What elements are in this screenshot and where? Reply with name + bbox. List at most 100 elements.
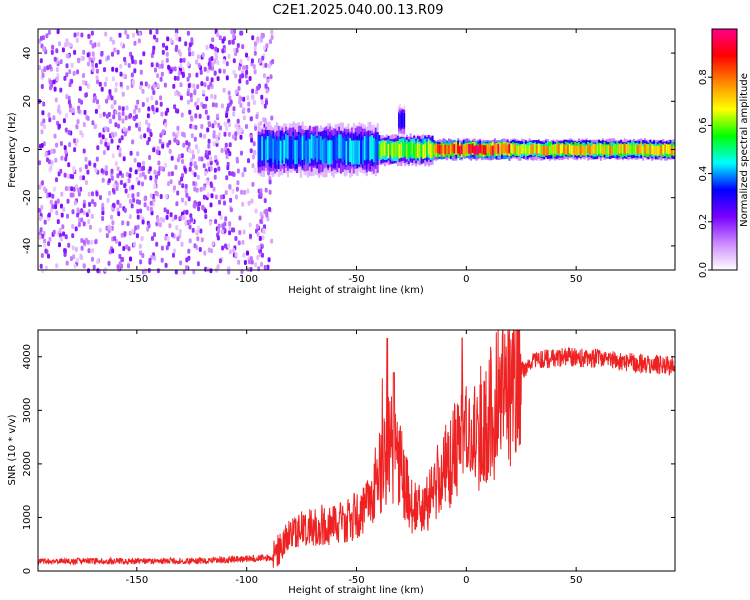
heatmap-cell (181, 214, 185, 220)
heatmap-cell (71, 233, 75, 239)
heatmap-cell (87, 61, 90, 67)
heatmap-cell (253, 150, 257, 156)
heatmap-cell (82, 122, 86, 128)
heatmap-cell (176, 125, 180, 131)
heatmap-cell (124, 29, 128, 35)
heatmap-cell (149, 200, 153, 206)
heatmap-cell (218, 199, 221, 205)
heatmap-cell (133, 68, 137, 74)
heatmap-cell (528, 145, 531, 155)
heatmap-cell (224, 149, 228, 155)
heatmap-cell (218, 35, 222, 41)
heatmap-cell (147, 83, 151, 89)
heatmap-cell (245, 69, 249, 75)
heatmap-cell (212, 186, 216, 192)
heatmap-cell (68, 42, 72, 48)
heatmap-cell (552, 144, 555, 155)
heatmap-cell (92, 56, 96, 62)
heatmap-cell (227, 131, 231, 137)
heatmap-cell (343, 135, 346, 160)
heatmap-cell (108, 118, 112, 124)
heatmap-cell (200, 237, 204, 243)
heatmap-cell (211, 61, 215, 67)
heatmap-cell (132, 197, 136, 203)
heatmap-cell (114, 131, 118, 137)
heatmap-cell (67, 99, 71, 105)
heatmap-cell (429, 143, 432, 159)
heatmap-cell (151, 49, 155, 55)
heatmap-cell (49, 208, 53, 214)
heatmap-cell (470, 144, 473, 154)
heatmap-cell (264, 62, 268, 68)
heatmap-cell (271, 59, 275, 64)
heatmap-cell (156, 218, 160, 223)
heatmap-cell (127, 63, 131, 68)
heatmap-cell (261, 252, 264, 258)
colorbar-frame (711, 28, 738, 271)
heatmap-cell (75, 124, 79, 130)
heatmap-cell (41, 180, 44, 186)
heatmap-cell (220, 229, 224, 235)
heatmap-cell (188, 238, 192, 244)
heatmap-cell (243, 260, 247, 265)
heatmap-cell (94, 239, 98, 245)
heatmap-cell (58, 41, 61, 47)
heatmap-cell (91, 199, 95, 204)
heatmap-cell (235, 186, 239, 192)
heatmap-cell (371, 135, 374, 160)
heatmap-cell (268, 39, 272, 45)
heatmap-cell (254, 125, 258, 131)
heatmap-cell (411, 140, 414, 155)
colorbar-tick-label: 0.6 (698, 117, 709, 133)
heatmap-cell (229, 99, 233, 105)
heatmap-cell (74, 246, 78, 252)
heatmap-cell (81, 55, 85, 61)
heatmap-cell (268, 63, 271, 69)
heatmap-cell (616, 145, 619, 155)
heatmap-cell (80, 208, 84, 214)
colorbar: 0.0 0.2 0.4 0.6 0.8 Normalized spectral ampl… (698, 28, 750, 278)
heatmap-cell (176, 190, 180, 196)
heatmap-cell (581, 145, 584, 156)
heatmap-cell (56, 219, 60, 225)
heatmap-cell (153, 232, 156, 238)
heatmap-cell (91, 256, 94, 262)
heatmap-cell (212, 133, 216, 139)
heatmap-cell (341, 138, 344, 163)
heatmap-cell (541, 145, 544, 156)
heatmap-cell (131, 139, 135, 145)
heatmap-cell (216, 60, 220, 66)
heatmap-cell (290, 140, 293, 165)
heatmap-cell (119, 71, 123, 77)
heatmap-cell (358, 140, 361, 165)
heatmap-cell (185, 192, 189, 198)
heatmap-cell (228, 95, 232, 101)
heatmap-cell (235, 156, 239, 162)
heatmap-cell (215, 160, 219, 166)
heatmap-cell (160, 245, 164, 251)
heatmap-cell (255, 223, 259, 229)
heatmap-cell (545, 145, 548, 156)
heatmap-cell (464, 145, 467, 155)
heatmap-cell (79, 175, 83, 181)
heatmap-cell (91, 51, 95, 57)
heatmap-cell (113, 99, 117, 105)
heatmap-cell (216, 76, 220, 82)
heatmap-cell (132, 241, 136, 247)
heatmap-cell (199, 132, 203, 138)
heatmap-cell (116, 49, 120, 55)
heatmap-cell (102, 150, 106, 155)
heatmap-cell (265, 43, 269, 49)
heatmap-cell (145, 119, 148, 125)
heatmap-cell (206, 161, 210, 167)
heatmap-cell (192, 203, 196, 209)
heatmap-cell (211, 102, 215, 108)
heatmap-cell (257, 135, 260, 160)
heatmap-cell (625, 144, 628, 154)
heatmap-cell (118, 138, 122, 144)
heatmap-cell (129, 113, 132, 118)
heatmap-cell (209, 156, 213, 162)
heatmap-cell (82, 73, 85, 78)
heatmap-cell (106, 55, 110, 61)
heatmap-cell (107, 95, 111, 101)
